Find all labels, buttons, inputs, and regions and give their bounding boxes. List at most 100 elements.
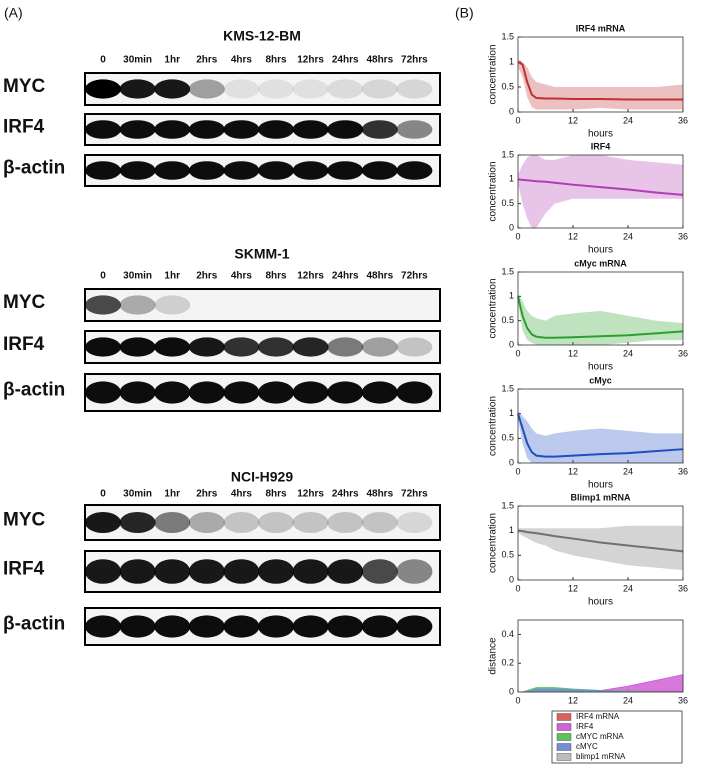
blot-box	[84, 288, 441, 322]
band	[396, 512, 433, 533]
ensemble-band	[518, 293, 683, 345]
chart-title: cMyc mRNA	[574, 258, 627, 268]
band	[119, 559, 156, 584]
timepoint-label: 72hrs	[401, 489, 428, 500]
mean-line	[517, 296, 684, 339]
timepoint-label: 24hrs	[332, 489, 359, 500]
band	[292, 615, 329, 638]
legend-label: cMYC	[576, 742, 598, 751]
band	[292, 512, 329, 533]
timepoint-label: 30min	[123, 55, 152, 66]
axes-box	[517, 154, 684, 229]
timepoint-label: 0	[100, 55, 106, 66]
y-tick-label: 1	[509, 408, 514, 418]
axes-box	[517, 271, 684, 346]
band	[396, 381, 433, 404]
timepoint-label: 0	[100, 271, 106, 282]
timepoint-label: 30min	[123, 271, 152, 282]
band	[258, 120, 294, 139]
x-tick-label: 0	[515, 695, 520, 705]
band	[361, 79, 398, 99]
band	[223, 79, 260, 99]
band	[119, 615, 156, 638]
chart-title: cMyc	[589, 375, 612, 385]
timepoint-label: 12hrs	[297, 271, 324, 282]
x-tick-label: 24	[623, 231, 633, 241]
timepoint-label: 48hrs	[366, 489, 393, 500]
band	[327, 79, 364, 99]
x-tick-label: 12	[568, 348, 578, 358]
band	[85, 381, 121, 404]
y-axis-label: concentration	[488, 396, 499, 456]
band	[396, 79, 433, 99]
row-label: MYC	[3, 292, 46, 313]
band	[396, 559, 433, 584]
band	[223, 559, 260, 584]
axes-box	[517, 505, 684, 581]
band	[361, 615, 398, 638]
y-tick-label: 0	[509, 574, 514, 584]
band	[396, 161, 433, 180]
y-tick-label: 0	[509, 457, 514, 467]
x-tick-label: 0	[515, 115, 520, 125]
band	[85, 295, 121, 315]
band	[85, 120, 121, 139]
x-tick-label: 36	[678, 695, 688, 705]
mean-line	[517, 529, 684, 553]
legend-box	[551, 710, 683, 764]
band	[258, 615, 294, 638]
row-label: β-actin	[3, 158, 65, 179]
x-axis-label: hours	[588, 362, 613, 373]
row-label: IRF4	[3, 334, 45, 355]
band	[396, 337, 433, 357]
band	[292, 79, 329, 99]
legend-swatch	[556, 713, 572, 721]
band	[361, 161, 398, 180]
band	[223, 161, 260, 180]
band	[188, 512, 225, 533]
chart-title: Blimp1 mRNA	[570, 492, 631, 502]
y-tick-label: 0.5	[501, 198, 514, 208]
row-label: IRF4	[3, 117, 45, 138]
band	[292, 381, 329, 404]
row-label: MYC	[3, 76, 46, 97]
band	[188, 337, 225, 357]
band	[85, 161, 121, 180]
band	[85, 615, 121, 638]
y-axis-label: concentration	[488, 278, 499, 338]
band	[223, 120, 260, 139]
x-tick-label: 24	[623, 348, 633, 358]
timepoint-label: 2hrs	[196, 55, 218, 66]
chart-title: IRF4 mRNA	[576, 23, 626, 33]
timepoint-label: 12hrs	[297, 55, 324, 66]
x-axis-label: hours	[588, 597, 613, 608]
mean-line	[517, 61, 683, 101]
x-tick-label: 0	[515, 231, 520, 241]
band	[258, 79, 294, 99]
timepoint-label: 48hrs	[366, 271, 393, 282]
timepoint-label: 1hr	[164, 489, 180, 500]
x-tick-label: 0	[515, 348, 520, 358]
band	[188, 559, 225, 584]
timepoint-label: 72hrs	[401, 55, 428, 66]
band	[154, 120, 191, 139]
band	[154, 337, 191, 357]
timepoint-label: 12hrs	[297, 489, 324, 500]
band	[188, 161, 225, 180]
x-axis-label: hours	[588, 245, 613, 256]
band	[327, 615, 364, 638]
x-tick-label: 12	[568, 583, 578, 593]
timepoint-label: 2hrs	[196, 271, 218, 282]
y-tick-label: 0.2	[501, 658, 514, 668]
legend-label: cMYC mRNA	[576, 732, 624, 741]
band	[292, 161, 329, 180]
x-tick-label: 24	[623, 583, 633, 593]
band	[85, 512, 121, 533]
ensemble-band	[518, 155, 683, 228]
band	[361, 120, 398, 139]
band	[154, 512, 191, 533]
band	[154, 615, 191, 638]
mean-line	[517, 413, 684, 458]
y-tick-label: 1.5	[501, 266, 514, 276]
band	[119, 79, 156, 99]
